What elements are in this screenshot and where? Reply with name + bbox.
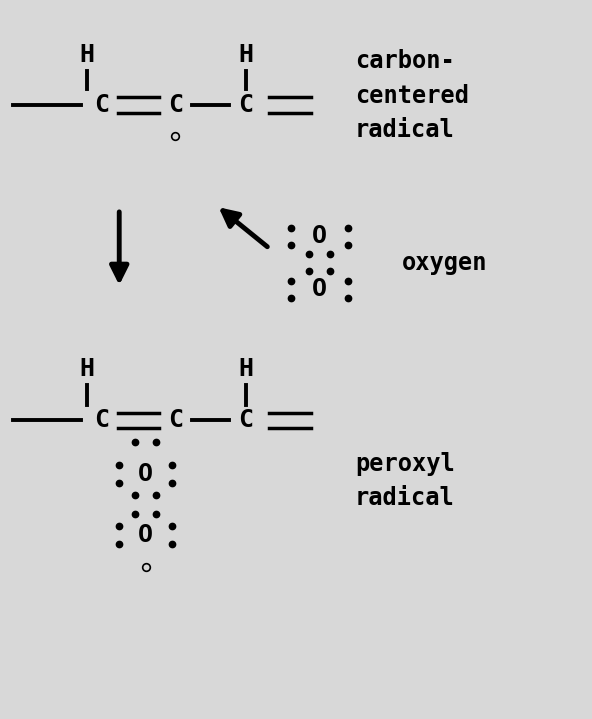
Text: O: O: [312, 224, 327, 248]
Text: C: C: [168, 408, 183, 432]
Text: C: C: [239, 93, 253, 117]
Text: O: O: [139, 462, 153, 486]
Text: oxygen: oxygen: [402, 251, 488, 275]
Text: C: C: [239, 408, 253, 432]
Text: O: O: [139, 523, 153, 547]
Text: C: C: [168, 93, 183, 117]
Text: H: H: [79, 357, 94, 381]
Text: O: O: [312, 278, 327, 301]
Text: H: H: [79, 43, 94, 67]
Text: C: C: [94, 93, 109, 117]
Text: peroxyl
radical: peroxyl radical: [355, 452, 455, 510]
Text: carbon-
centered
radical: carbon- centered radical: [355, 50, 469, 142]
Text: C: C: [94, 408, 109, 432]
Text: H: H: [239, 43, 253, 67]
Text: H: H: [239, 357, 253, 381]
